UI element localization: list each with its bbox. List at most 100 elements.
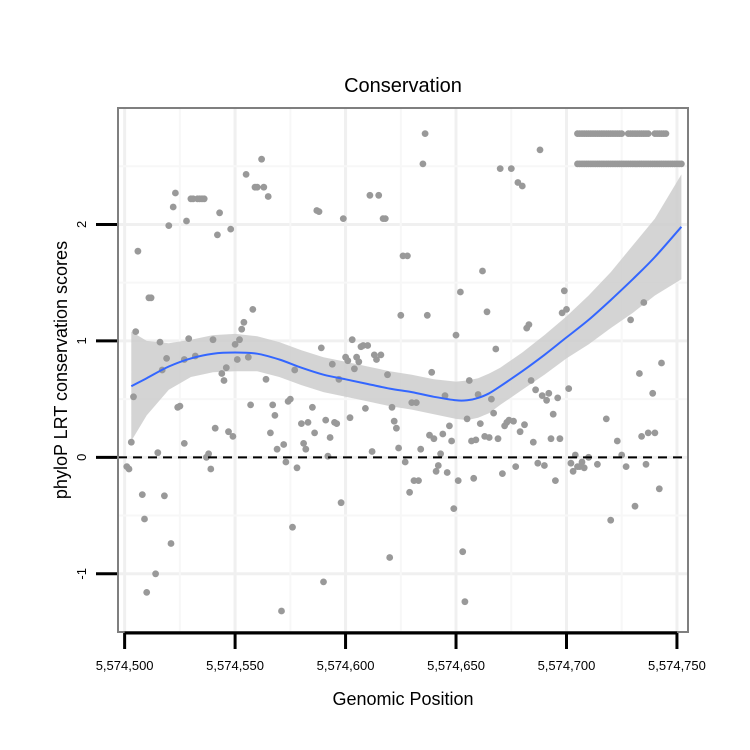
data-point [183,217,190,225]
data-point [156,338,164,346]
data-point [286,395,294,403]
data-point [543,396,550,404]
data-point [293,464,301,472]
data-point [494,435,502,443]
data-point [351,365,358,373]
data-point [324,452,332,460]
data-point [580,464,588,472]
data-point [200,195,208,203]
data-point [419,160,427,168]
data-point [658,359,665,367]
data-point [322,416,330,424]
data-point [282,458,290,466]
data-point [457,288,464,296]
data-point [594,460,601,468]
data-point [492,345,500,353]
data-point [490,409,497,417]
x-tick-label: 5,574,600 [317,658,375,673]
data-point [229,433,237,440]
data-point [565,385,573,392]
data-point [291,366,299,374]
data-point [315,208,323,216]
data-point [640,299,648,306]
data-point [169,203,177,211]
x-tick-label: 5,574,650 [427,658,485,673]
data-point [512,463,520,470]
data-point [545,389,553,397]
data-point [390,417,398,425]
data-point [205,450,213,458]
data-point [622,463,630,470]
data-point [655,485,663,493]
data-point [459,548,467,556]
data-point [412,399,420,406]
data-point [479,267,486,275]
data-point [552,477,559,484]
data-point [231,341,239,348]
data-point [180,440,188,447]
data-point [644,130,652,138]
data-point [421,130,429,138]
data-point [132,328,140,335]
data-point [167,540,175,547]
data-point [432,467,440,475]
data-point [450,505,458,512]
x-tick-label: 5,574,500 [96,658,154,673]
data-point [364,342,372,349]
data-point [163,355,171,362]
data-point [244,353,252,361]
data-point [172,189,179,197]
loess-smooth-line [130,226,683,402]
data-point [339,215,347,223]
data-point [613,437,621,445]
data-point [510,417,517,425]
data-point [443,469,451,476]
x-axis: 5,574,500 5,574,550 5,574,600 5,574,650 5,57… [96,631,706,673]
data-point [472,436,480,444]
data-point [393,424,400,432]
data-point [507,165,515,173]
data-point [516,428,524,436]
data-point [278,607,285,615]
data-point [395,444,402,452]
data-point [309,403,316,411]
data-point [262,375,270,383]
data-point [452,331,460,339]
data-point [423,311,431,319]
data-point [344,357,352,365]
data-point [406,488,413,496]
smooth-confidence-band [131,174,682,441]
data-point [554,394,562,402]
data-point [373,356,380,363]
data-point [541,462,548,469]
data-point [463,415,471,423]
data-point [499,470,506,477]
data-point [247,401,255,409]
data-point [216,209,224,217]
data-point [214,231,221,239]
data-point [401,458,409,466]
data-point [441,392,449,399]
data-point [185,335,193,342]
y-axis: -1 0 1 2 [74,221,117,580]
data-point [143,589,151,596]
x-tick-label: 5,574,750 [648,658,706,673]
data-point [317,344,325,352]
data-point [549,410,557,418]
data-point [267,429,274,437]
data-point [302,445,310,453]
data-point [233,356,241,363]
data-point [602,415,610,423]
data-point [518,182,526,190]
plot-panel [117,107,689,633]
data-point [618,130,626,138]
data-point [269,401,277,409]
data-point [415,477,422,484]
data-point [384,371,391,379]
data-point [644,429,652,437]
data-point [649,389,657,397]
x-tick-label: 5,574,550 [206,658,264,673]
data-point [242,171,250,178]
data-point [474,391,482,398]
y-tick-label: -1 [74,568,89,580]
